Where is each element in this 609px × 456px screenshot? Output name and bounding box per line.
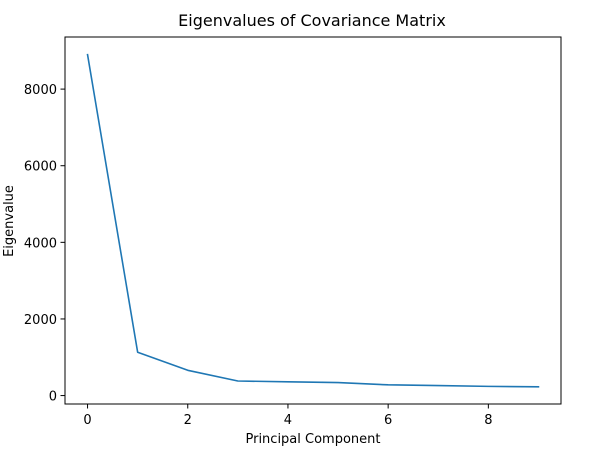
y-axis-label: Eigenvalue [2, 185, 17, 257]
x-tick-label: 6 [384, 413, 392, 428]
x-axis-label: Principal Component [245, 432, 380, 447]
y-tick-label: 8000 [24, 83, 57, 98]
x-tick-label: 8 [484, 413, 492, 428]
y-tick-label: 4000 [24, 236, 57, 251]
series-line-1 [86, 53, 540, 388]
axes-frame [64, 36, 562, 405]
y-tick-label: 2000 [24, 313, 57, 328]
y-tick-label: 6000 [24, 160, 57, 175]
y-axis-ticks: 0 2000 4000 6000 8000 [24, 83, 65, 405]
x-tick-label: 4 [284, 413, 292, 428]
chart-title: Eigenvalues of Covariance Matrix [178, 11, 446, 30]
x-tick-label: 2 [184, 413, 192, 428]
y-tick-label: 0 [49, 390, 57, 405]
x-tick-label: 0 [83, 413, 91, 428]
plot-area [64, 36, 562, 405]
x-axis-ticks: 0 2 4 6 8 [83, 404, 492, 428]
